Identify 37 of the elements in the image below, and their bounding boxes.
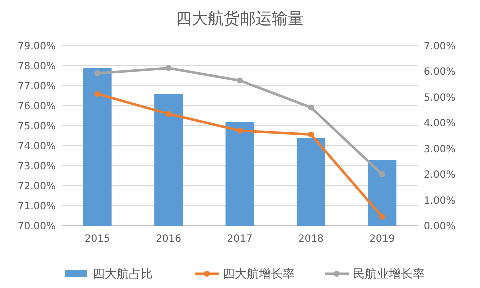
y-tick-label: 78.00% [18,62,56,72]
y2-tick-label: 1.00% [424,196,456,207]
x-tick-label: 2018 [298,234,324,245]
y-tick-label: 77.00% [18,82,56,92]
point [379,214,386,220]
x-tick-label: 2017 [227,234,253,245]
point [94,91,101,98]
y-tick-label: 76.00% [18,102,56,112]
y2-tick-label: 5.00% [424,92,456,104]
point [166,111,172,118]
chart-title: 四大航货邮运输量 [176,9,304,28]
y-tick-label: 74.00% [18,142,56,152]
point [166,65,172,72]
y2-tick-label: 7.00% [424,42,456,52]
x-tick-label: 2015 [84,234,110,245]
y-tick-label: 70.00% [18,222,56,232]
legend-label: 民航业增长率 [353,267,425,282]
point [237,128,243,134]
y2-tick-label: 3.00% [424,144,456,156]
point [308,104,314,111]
legend-label: 四大航占比 [93,267,153,282]
y2-tick-label: 2.00% [424,170,456,182]
legend-label: 四大航增长率 [223,267,295,282]
y-tick-label: 72.00% [18,182,56,192]
point [308,132,314,138]
y-tick-label: 73.00% [18,162,56,172]
point [379,172,386,178]
point [94,70,101,77]
y2-tick-label: 4.00% [424,118,456,130]
x-tick-label: 2016 [156,234,182,245]
y2-tick-label: 6.00% [424,67,456,78]
y-tick-label: 75.00% [18,122,56,132]
y2-tick-label: 0.00% [424,222,456,232]
y-tick-label: 71.00% [18,202,56,212]
y-tick-label: 79.00% [18,42,56,52]
x-tick-label: 2019 [370,234,396,245]
point [237,78,243,84]
